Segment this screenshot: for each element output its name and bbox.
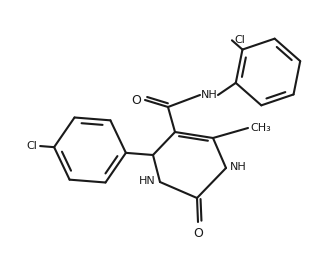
Text: O: O <box>131 93 141 106</box>
Text: HN: HN <box>139 176 156 186</box>
Text: NH: NH <box>230 162 247 172</box>
Text: Cl: Cl <box>26 141 37 151</box>
Text: CH₃: CH₃ <box>250 123 271 133</box>
Text: Cl: Cl <box>234 35 245 45</box>
Text: O: O <box>193 227 203 240</box>
Text: NH: NH <box>201 90 218 100</box>
